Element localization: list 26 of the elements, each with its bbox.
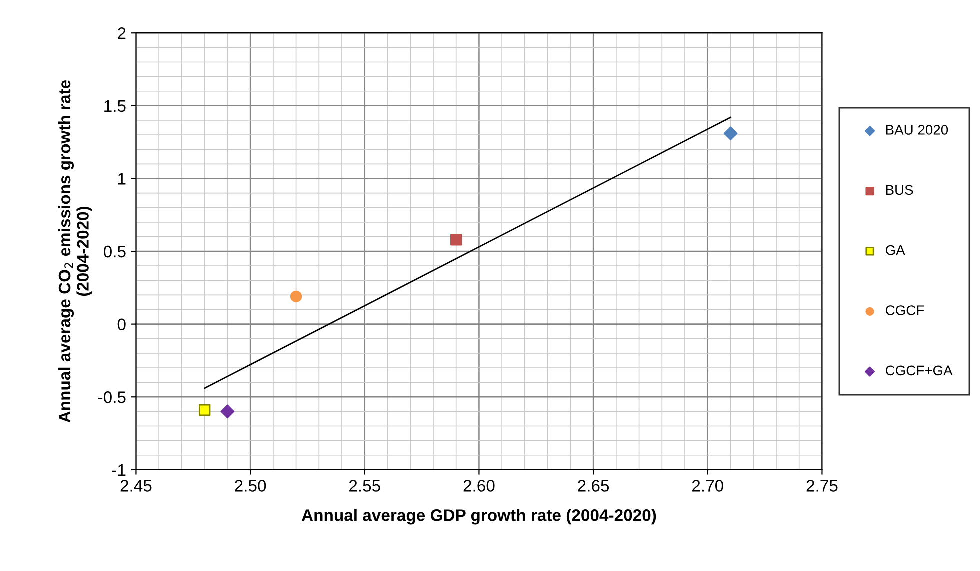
y-axis-title: Annual average CO$_{2}$ emissions growth rate (2004-2020) [58,80,92,423]
x-tick-label: 2.70 [692,480,724,492]
x-axis-title: Annual average GDP growth rate (2004-2020) [302,509,656,525]
point [220,404,235,419]
x-tick-label: 2.60 [464,480,495,492]
y-tick-label: 0.5 [104,246,126,258]
legend-label: CGCF [886,306,924,316]
y-tick-label: 2 [118,28,126,40]
x-tick-label: 2.55 [350,480,380,492]
legend-label: CGCF+GA [886,366,953,376]
x-tick-label: 2.75 [806,480,838,492]
legend-label: BUS [886,185,914,196]
x-tick-label: 2.65 [578,480,610,492]
y-tick-label: 1.5 [104,100,126,112]
point [290,290,302,303]
y-tick-label: -0.5 [98,392,126,404]
y-tick-label: 0 [118,318,126,331]
y-tick-label: 1 [118,173,126,185]
y-tick-label: -1 [112,464,126,476]
x-tick-label: 2.45 [120,480,152,492]
x-tick-label: 2.50 [235,480,266,492]
legend-label: BAU 2020 [886,125,948,135]
legend-label: GA [886,245,906,256]
point [724,126,738,140]
point [198,404,211,416]
point [450,234,462,246]
